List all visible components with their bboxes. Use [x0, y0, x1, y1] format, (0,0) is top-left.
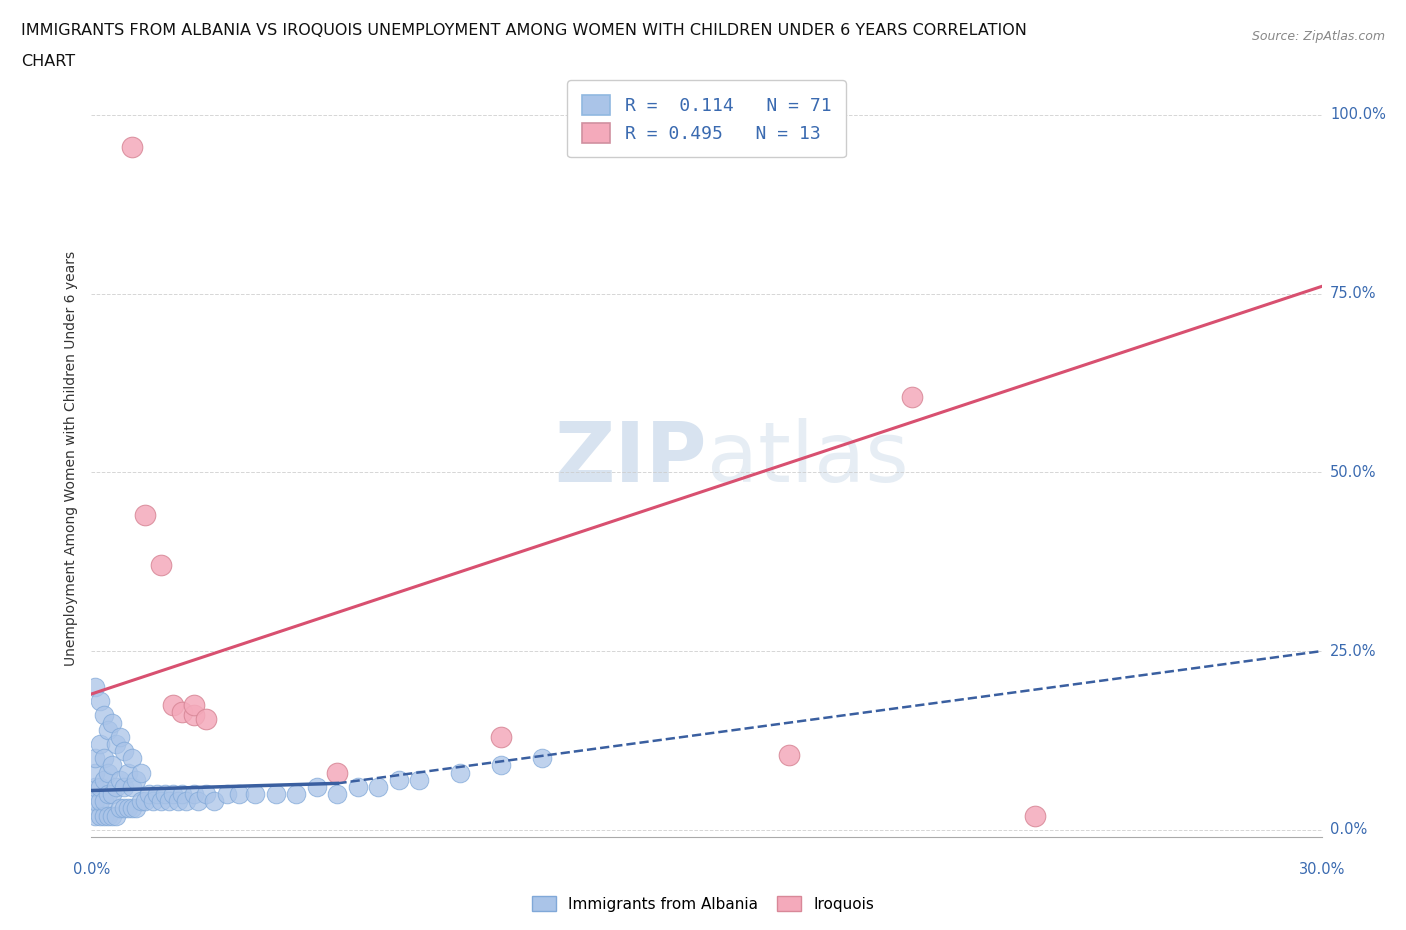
Point — [97, 808, 120, 823]
Point — [89, 694, 111, 709]
Point — [138, 787, 160, 802]
Point — [105, 779, 127, 794]
Text: IMMIGRANTS FROM ALBANIA VS IROQUOIS UNEMPLOYMENT AMONG WOMEN WITH CHILDREN UNDER: IMMIGRANTS FROM ALBANIA VS IROQUOIS UNEM… — [21, 23, 1026, 38]
Legend: R =  0.114   N = 71, R = 0.495   N = 13: R = 0.114 N = 71, R = 0.495 N = 13 — [567, 81, 846, 157]
Point — [84, 808, 107, 823]
Point — [778, 748, 800, 763]
Text: 0.0%: 0.0% — [1330, 822, 1367, 837]
Point — [89, 779, 111, 794]
Point — [202, 794, 225, 809]
Point — [117, 765, 139, 780]
Point — [93, 794, 115, 809]
Point — [84, 751, 107, 765]
Point — [170, 787, 193, 802]
Point — [112, 801, 135, 816]
Text: 30.0%: 30.0% — [1299, 862, 1344, 877]
Text: atlas: atlas — [706, 418, 908, 498]
Point — [101, 808, 124, 823]
Point — [105, 737, 127, 751]
Point — [108, 772, 131, 787]
Point — [347, 779, 370, 794]
Point — [125, 772, 148, 787]
Point — [134, 794, 156, 809]
Point — [326, 765, 349, 780]
Point — [121, 779, 143, 794]
Text: 0.0%: 0.0% — [73, 862, 110, 877]
Point — [491, 758, 513, 773]
Point — [170, 704, 193, 719]
Point — [89, 808, 111, 823]
Point — [1024, 808, 1046, 823]
Point — [388, 772, 411, 787]
Point — [215, 787, 238, 802]
Point — [93, 751, 115, 765]
Point — [97, 787, 120, 802]
Text: ZIP: ZIP — [554, 418, 706, 498]
Point — [166, 794, 188, 809]
Text: Source: ZipAtlas.com: Source: ZipAtlas.com — [1251, 30, 1385, 43]
Point — [84, 794, 107, 809]
Point — [121, 801, 143, 816]
Text: 50.0%: 50.0% — [1330, 465, 1376, 480]
Point — [264, 787, 287, 802]
Text: 25.0%: 25.0% — [1330, 644, 1376, 658]
Point — [84, 680, 107, 695]
Point — [89, 737, 111, 751]
Point — [195, 711, 218, 726]
Point — [491, 729, 513, 744]
Point — [93, 772, 115, 787]
Point — [101, 787, 124, 802]
Point — [157, 794, 180, 809]
Point — [162, 698, 184, 712]
Point — [150, 558, 173, 573]
Point — [117, 801, 139, 816]
Point — [146, 787, 169, 802]
Point — [129, 794, 152, 809]
Point — [195, 787, 218, 802]
Text: 75.0%: 75.0% — [1330, 286, 1376, 301]
Point — [112, 779, 135, 794]
Point — [150, 794, 173, 809]
Point — [142, 794, 165, 809]
Point — [125, 801, 148, 816]
Point — [900, 390, 922, 405]
Point — [97, 723, 120, 737]
Point — [183, 787, 205, 802]
Point — [93, 808, 115, 823]
Point — [174, 794, 197, 809]
Point — [121, 751, 143, 765]
Point — [101, 715, 124, 730]
Point — [245, 787, 267, 802]
Point — [531, 751, 554, 765]
Point — [108, 729, 131, 744]
Point — [228, 787, 250, 802]
Point — [183, 698, 205, 712]
Point — [101, 758, 124, 773]
Point — [449, 765, 471, 780]
Point — [112, 744, 135, 759]
Point — [93, 708, 115, 723]
Point — [367, 779, 389, 794]
Point — [84, 779, 107, 794]
Point — [134, 508, 156, 523]
Point — [183, 708, 205, 723]
Point — [326, 787, 349, 802]
Point — [89, 794, 111, 809]
Point — [162, 787, 184, 802]
Text: CHART: CHART — [21, 54, 75, 69]
Point — [305, 779, 328, 794]
Text: 100.0%: 100.0% — [1330, 107, 1386, 123]
Point — [105, 808, 127, 823]
Y-axis label: Unemployment Among Women with Children Under 6 years: Unemployment Among Women with Children U… — [65, 250, 79, 666]
Point — [84, 765, 107, 780]
Point — [108, 801, 131, 816]
Point — [153, 787, 177, 802]
Point — [129, 765, 152, 780]
Point — [187, 794, 209, 809]
Point — [121, 140, 143, 154]
Point — [97, 765, 120, 780]
Point — [285, 787, 308, 802]
Point — [408, 772, 430, 787]
Legend: Immigrants from Albania, Iroquois: Immigrants from Albania, Iroquois — [526, 889, 880, 918]
